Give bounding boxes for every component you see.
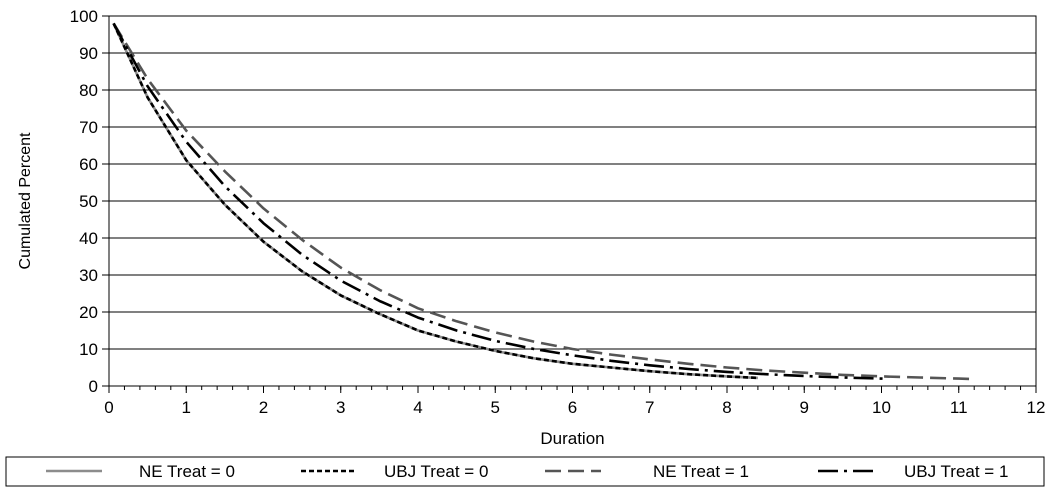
y-tick-label: 30 [79,266,98,285]
legend-label-1: NE Treat = 0 [139,462,235,481]
legend: NE Treat = 0 UBJ Treat = 0 NE Treat = 1 UBJ… [5,456,1045,487]
x-tick-label: 2 [259,398,268,417]
y-axis-title: Cumulated Percent [17,132,34,270]
series-lines [112,22,971,381]
legend-label-3: NE Treat = 1 [653,462,749,481]
x-tick-label: 0 [104,398,113,417]
x-tick-label: 12 [1027,398,1046,417]
legend-frame [5,456,1045,487]
y-tick-label: 100 [70,7,98,26]
y-tick-label: 90 [79,44,98,63]
x-tick-label: 4 [413,398,422,417]
grid-lines [109,15,1036,387]
y-tick-label: 0 [89,377,98,396]
legend-label-2: UBJ Treat = 0 [384,462,488,481]
x-tick-label: 1 [182,398,191,417]
x-tick-label: 10 [872,398,891,417]
y-tick-label: 70 [79,118,98,137]
x-tick-label: 9 [800,398,809,417]
x-tick-label: 6 [568,398,577,417]
y-tick-label: 60 [79,155,98,174]
y-tick-label: 20 [79,303,98,322]
x-axis-ticks: 0 1 2 3 4 5 6 7 8 9 10 11 12 [104,386,1045,417]
y-tick-label: 80 [79,81,98,100]
x-tick-label: 3 [336,398,345,417]
x-tick-label: 11 [950,398,968,417]
y-tick-label: 40 [79,229,98,248]
series-line-2 [112,22,758,380]
series-line-4 [112,22,886,381]
y-tick-label: 10 [79,340,98,359]
x-tick-label: 8 [722,398,731,417]
x-tick-label: 7 [645,398,654,417]
series-line-3 [112,22,971,381]
legend-label-4: UBJ Treat = 1 [904,462,1008,481]
x-tick-label: 5 [491,398,500,417]
x-axis-title: Duration [540,429,604,448]
y-tick-label: 50 [79,192,98,211]
y-axis-ticks: 0 10 20 30 40 50 60 70 80 90 100 [70,7,109,396]
